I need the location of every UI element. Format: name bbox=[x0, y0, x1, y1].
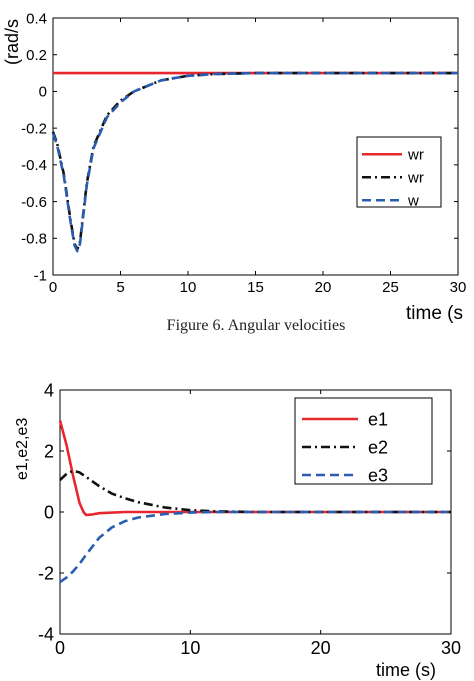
y-tick-label: 0.2 bbox=[26, 47, 47, 64]
x-axis-label: time (s) bbox=[376, 660, 436, 680]
series-layer bbox=[58, 420, 451, 584]
legend-box bbox=[294, 397, 433, 485]
figure-caption: Figure 6. Angular velocities bbox=[167, 317, 346, 334]
y-tick-label: -0.6 bbox=[21, 194, 47, 211]
legend-label: e1 bbox=[368, 409, 388, 429]
y-tick-label: -0.8 bbox=[21, 231, 47, 248]
y-tick-label: -2 bbox=[38, 563, 54, 583]
legend: e1 e2 e3 bbox=[294, 397, 433, 485]
series-line-e1 bbox=[58, 420, 451, 517]
y-tick-label: 0.4 bbox=[26, 10, 47, 27]
x-axis-label: time (s bbox=[406, 303, 463, 324]
x-tick-label: 10 bbox=[180, 638, 200, 658]
y-tick-label: -0.2 bbox=[21, 120, 47, 137]
legend: wr wr w bbox=[356, 136, 442, 210]
x-tick-label: 10 bbox=[180, 279, 197, 296]
error-chart: 0 10 20 30 -4 -2 0 2 4 e1,e2,e3 time (s) e1 e2 e3 bbox=[14, 380, 461, 680]
legend-label: e2 bbox=[368, 437, 388, 457]
x-tick-label: 20 bbox=[315, 279, 332, 296]
x-tick-label: 15 bbox=[247, 279, 264, 296]
angular-velocity-chart: 0 5 10 15 20 25 30 -1 -0.8 -0.6 -0.4 -0.2 0 0.2 0.4 (r… bbox=[2, 10, 466, 324]
series-line-e3 bbox=[59, 510, 451, 584]
x-tick-label: 30 bbox=[450, 279, 467, 296]
legend-box bbox=[356, 136, 442, 208]
y-tick-label: 0 bbox=[44, 502, 54, 522]
legend-label: wr bbox=[407, 147, 424, 164]
y-tick-label: -0.4 bbox=[21, 157, 47, 174]
axis-ticks: 0 10 20 30 -4 -2 0 2 4 bbox=[38, 380, 461, 658]
y-tick-label: 2 bbox=[44, 441, 54, 461]
x-tick-label: 0 bbox=[55, 638, 65, 658]
axis-ticks: 0 5 10 15 20 25 30 -1 -0.8 -0.6 -0.4 -0.2 0 0.2 0.4 bbox=[21, 10, 466, 296]
x-tick-label: 5 bbox=[116, 279, 124, 296]
y-axis-label: (rad/s bbox=[2, 19, 22, 65]
y-tick-label: 4 bbox=[44, 380, 54, 400]
series-line-e2 bbox=[59, 469, 451, 514]
y-axis-label: e1,e2,e3 bbox=[14, 418, 31, 480]
y-tick-label: 0 bbox=[39, 84, 47, 101]
y-tick-label: -1 bbox=[34, 267, 47, 284]
series-line-w bbox=[51, 71, 458, 253]
y-tick-label: -4 bbox=[38, 624, 54, 644]
legend-label: e3 bbox=[368, 465, 388, 485]
x-tick-label: 30 bbox=[441, 638, 461, 658]
legend-label: wr bbox=[407, 170, 424, 187]
x-tick-label: 0 bbox=[49, 279, 57, 296]
legend-label: w bbox=[407, 193, 419, 210]
series-layer bbox=[51, 71, 458, 253]
x-tick-label: 25 bbox=[382, 279, 399, 296]
x-tick-label: 20 bbox=[311, 638, 331, 658]
